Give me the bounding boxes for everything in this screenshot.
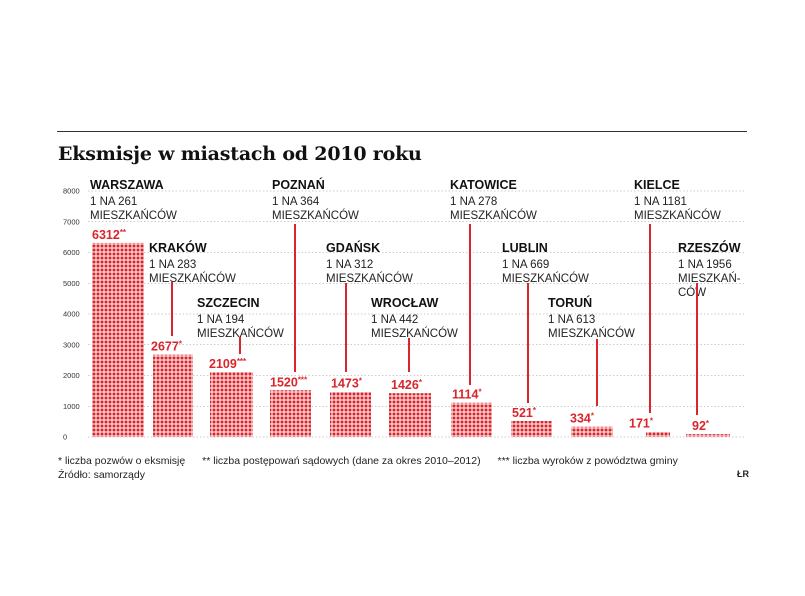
value-label: 171* <box>629 417 654 431</box>
value-label: 521* <box>512 406 537 420</box>
city-label: POZNAŃ <box>272 177 325 192</box>
bar <box>451 402 492 437</box>
ratio-label: MIESZKAŃCÓW <box>450 209 537 222</box>
chart-title: Eksmisje w miastach od 2010 roku <box>58 143 422 165</box>
ratio-label: MIESZKAŃCÓW <box>548 327 635 340</box>
footnote-wyroki: *** liczba wyroków z powództwa gminy <box>497 455 678 467</box>
ratio-label: 1 NA 1956 <box>678 259 732 271</box>
ratio-label: 1 NA 194 <box>197 314 245 326</box>
ratio-label: MIESZKAŃCÓW <box>272 209 359 222</box>
value-label: 334* <box>570 412 595 426</box>
bar <box>389 393 431 437</box>
city-label: WROCŁAW <box>371 296 439 310</box>
y-tick-label: 4000 <box>63 310 80 319</box>
source-note: Źródło: samorządy <box>58 469 145 481</box>
value-label: 1114* <box>452 388 482 402</box>
y-tick-label: 5000 <box>63 279 80 288</box>
city-label: RZESZÓW <box>678 240 741 255</box>
city-label: LUBLIN <box>502 241 548 255</box>
value-label: 2677* <box>151 340 183 354</box>
value-label: 1473* <box>331 377 363 391</box>
y-tick-label: 6000 <box>63 248 80 257</box>
ratio-label: MIESZKAŃ- <box>678 272 741 285</box>
bar <box>511 420 552 437</box>
bar-chart: 0 1000 2000 3000 4000 5000 6000 7000 8000 WARSZA… <box>63 177 745 442</box>
footnote-pozwy: * liczba pozwów o eksmisję <box>58 455 186 467</box>
bar <box>330 391 371 437</box>
ratio-label: MIESZKAŃCÓW <box>149 272 236 285</box>
y-tick-label: 1000 <box>63 402 80 411</box>
ratio-label: MIESZKAŃCÓW <box>90 209 177 222</box>
bar <box>210 372 253 437</box>
ratio-label: MIESZKAŃCÓW <box>326 272 413 285</box>
value-label: 6312** <box>92 228 127 242</box>
bar <box>270 390 311 437</box>
city-label: KRAKÓW <box>149 240 207 255</box>
value-label: 92* <box>692 419 710 433</box>
y-tick-label: 8000 <box>63 187 80 196</box>
ratio-label: 1 NA 283 <box>149 259 196 271</box>
bar <box>686 434 730 437</box>
author-initials: ŁR <box>737 469 749 479</box>
bar <box>646 431 670 437</box>
ratio-label: CÓW <box>678 286 706 299</box>
ratio-label: 1 NA 613 <box>548 314 595 326</box>
city-label: KIELCE <box>634 178 680 192</box>
y-tick-label: 3000 <box>63 340 80 349</box>
y-tick-label: 0 <box>63 433 67 442</box>
ratio-label: MIESZKAŃCÓW <box>371 327 458 340</box>
ratio-label: 1 NA 364 <box>272 196 320 208</box>
city-label: SZCZECIN <box>197 296 260 310</box>
ratio-label: MIESZKAŃCÓW <box>634 209 721 222</box>
value-label: 2109*** <box>209 357 247 371</box>
ratio-label: 1 NA 1181 <box>634 196 687 208</box>
ratio-label: 1 NA 669 <box>502 259 549 271</box>
bar <box>153 354 193 437</box>
city-label: GDAŃSK <box>326 240 380 255</box>
footnotes: * liczba pozwów o eksmisję ** liczba pos… <box>58 454 692 482</box>
city-label: TORUŃ <box>548 295 592 310</box>
city-label: KATOWICE <box>450 178 517 192</box>
ratio-label: 1 NA 261 <box>90 196 137 208</box>
y-tick-label: 2000 <box>63 371 80 380</box>
city-label: WARSZAWA <box>90 178 164 192</box>
bar <box>92 242 144 437</box>
ratio-label: MIESZKAŃCÓW <box>197 327 284 340</box>
ratio-label: MIESZKAŃCÓW <box>502 272 589 285</box>
y-tick-label: 7000 <box>63 217 80 226</box>
value-label: 1426* <box>391 378 423 392</box>
footnote-postepowania: ** liczba postępowań sądowych (dane za o… <box>202 455 481 467</box>
ratio-label: 1 NA 278 <box>450 196 497 208</box>
ratio-label: 1 NA 442 <box>371 314 418 326</box>
value-label: 1520*** <box>270 375 308 389</box>
bar <box>571 426 613 437</box>
ratio-label: 1 NA 312 <box>326 259 373 271</box>
top-rule <box>57 131 747 132</box>
